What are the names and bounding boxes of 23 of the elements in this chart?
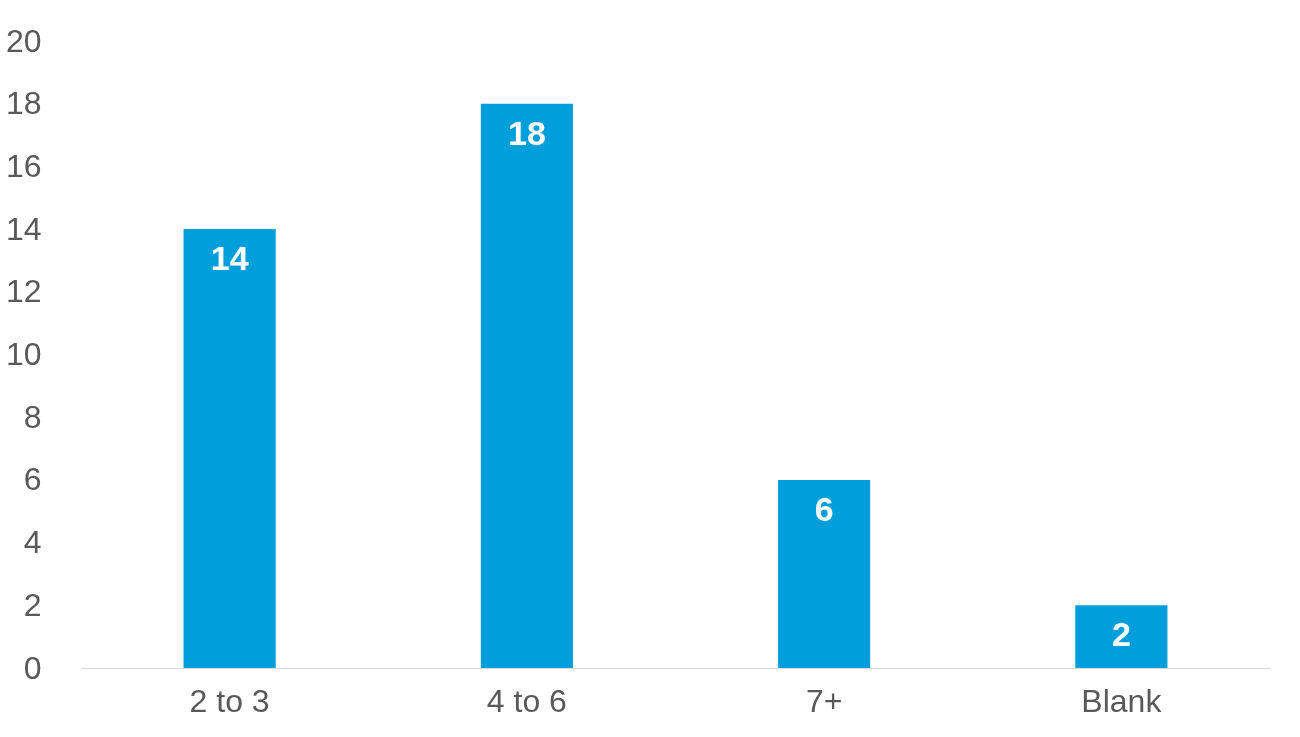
x-tick-label: 7+ xyxy=(805,682,843,719)
x-tick-label: 2 to 3 xyxy=(189,682,270,719)
y-tick-label: 10 xyxy=(5,336,42,372)
data-label: 18 xyxy=(507,113,546,152)
bar xyxy=(480,103,573,668)
y-tick-label: 12 xyxy=(5,273,42,310)
y-tick-label: 18 xyxy=(5,85,42,122)
y-tick-label: 4 xyxy=(23,524,42,561)
x-tick-label: Blank xyxy=(1081,682,1163,719)
bar xyxy=(778,479,871,668)
bar xyxy=(1075,605,1168,668)
y-tick-label: 16 xyxy=(5,147,42,184)
y-tick-label: 6 xyxy=(23,461,42,498)
data-label: 2 xyxy=(1111,615,1131,654)
y-tick-label: 0 xyxy=(23,649,42,686)
y-tick-label: 8 xyxy=(23,398,42,435)
y-tick-label: 20 xyxy=(5,22,42,59)
x-tick-label: 4 to 6 xyxy=(486,682,567,719)
bar xyxy=(183,229,276,668)
data-label: 6 xyxy=(814,489,834,528)
y-tick-label: 2 xyxy=(23,586,42,623)
data-label: 14 xyxy=(210,239,249,278)
y-tick-label: 14 xyxy=(5,210,42,247)
